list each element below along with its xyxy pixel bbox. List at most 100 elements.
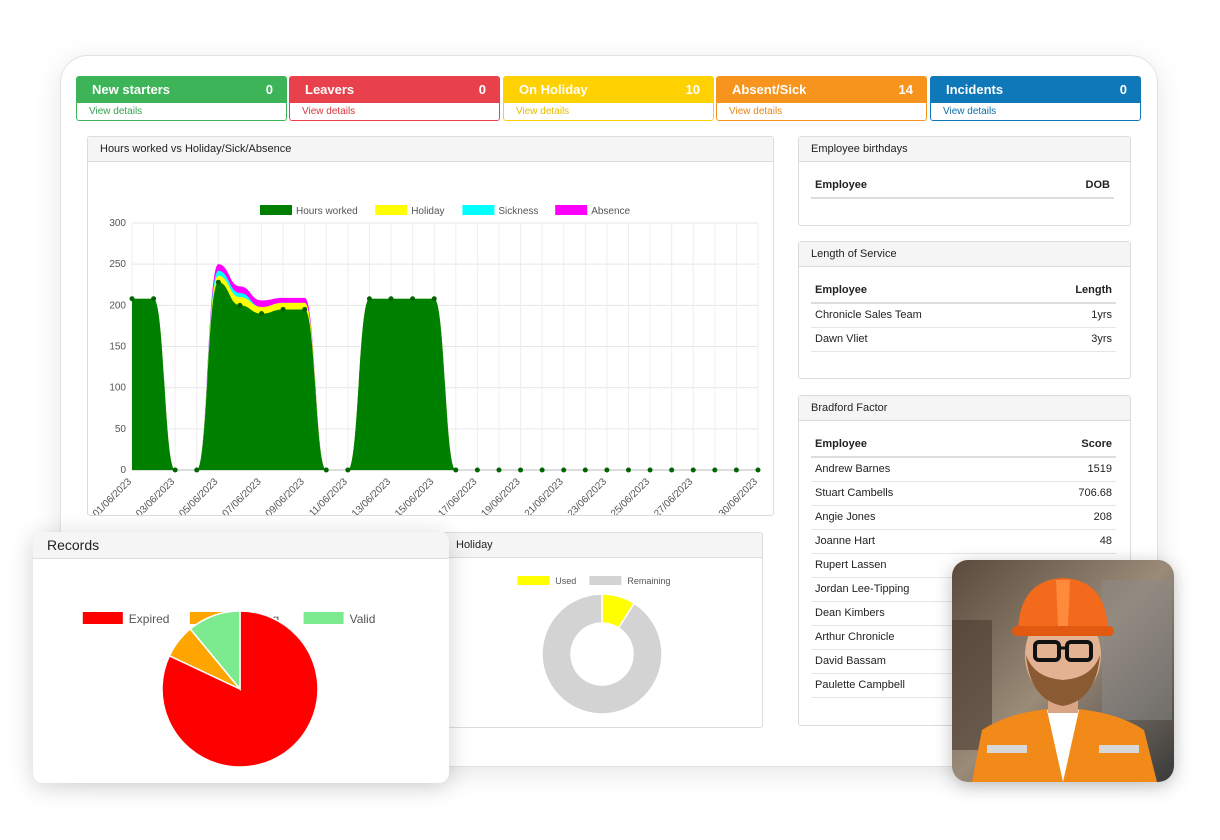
kpi-absent-sick[interactable]: Absent/Sick 14 View details [716, 76, 927, 121]
y-tick-label: 300 [109, 218, 126, 229]
service-panel: Length of Service Employee Length Chronic… [798, 241, 1131, 379]
table-row[interactable]: Angie Jones 208 [811, 505, 1116, 530]
data-point [194, 467, 200, 473]
y-tick-label: 50 [115, 424, 127, 435]
col-employee: Employee [811, 277, 1031, 304]
table-row[interactable]: Joanne Hart 48 [811, 529, 1116, 554]
x-tick-label: 19/06/2023 [479, 476, 522, 515]
col-employee: Employee [811, 431, 1028, 458]
legend-label: Hours worked [296, 206, 358, 217]
col-score: Score [1027, 431, 1116, 458]
x-tick-label: 27/06/2023 [652, 476, 695, 515]
kpi-label: Leavers [305, 82, 355, 97]
table-row[interactable]: Stuart Cambells 706.68 [811, 481, 1116, 506]
data-point [280, 306, 286, 312]
slice-valid [189, 610, 241, 692]
kpi-incidents[interactable]: Incidents 0 View details [930, 76, 1141, 121]
kpi-value: 0 [1119, 82, 1127, 97]
kpi-on-holiday[interactable]: On Holiday 10 View details [503, 76, 714, 121]
hours-chart-panel: Hours worked vs Holiday/Sick/Absence Hou… [87, 136, 774, 520]
panel-title: Holiday [444, 533, 762, 558]
data-point [431, 296, 437, 302]
kpi-new-starters[interactable]: New starters 0 View details [76, 76, 287, 121]
data-point [539, 467, 545, 473]
x-tick-label: 23/06/2023 [566, 476, 609, 515]
kpi-value: 10 [685, 82, 700, 97]
kpi-label: New starters [92, 82, 171, 97]
kpi-value: 14 [898, 82, 913, 97]
birthdays-panel: Employee birthdays Employee DOB [798, 136, 1131, 226]
row-name: Andrew Barnes [811, 457, 1028, 482]
x-tick-label: 05/06/2023 [177, 476, 220, 515]
legend-label: Expired [129, 612, 170, 626]
data-point [647, 467, 653, 473]
data-point [345, 467, 351, 473]
kpi-value: 0 [478, 82, 486, 97]
kpi-label: On Holiday [519, 82, 588, 97]
hours-chart: Hours worked Holiday Sickness Absence 0 50 100… [91, 205, 761, 520]
legend-label: Valid [350, 612, 376, 626]
data-point [474, 467, 480, 473]
row-name: Angie Jones [811, 505, 1028, 530]
table-row[interactable]: Andrew Barnes 1519 [811, 457, 1116, 482]
data-point [518, 467, 524, 473]
panel-title-text: Holiday [456, 539, 493, 551]
kpi-leavers[interactable]: Leavers 0 View details [289, 76, 500, 121]
data-point [151, 296, 157, 302]
table-row[interactable]: Chronicle Sales Team 1yrs [811, 303, 1116, 328]
data-point [669, 467, 675, 473]
data-point [561, 467, 567, 473]
data-point [172, 467, 178, 473]
table-row[interactable]: Dawn Vliet 3yrs [811, 327, 1116, 352]
x-tick-label: 30/06/2023 [717, 476, 760, 515]
x-tick-label: 13/06/2023 [350, 476, 393, 515]
holiday-chart: Used Remaining [517, 576, 670, 715]
data-point [755, 467, 761, 473]
data-point [604, 467, 610, 473]
kpi-view-details-link[interactable]: View details [289, 103, 500, 121]
kpi-view-details-link[interactable]: View details [76, 103, 287, 121]
kpi-view-details-link[interactable]: View details [716, 103, 927, 121]
row-name: Dawn Vliet [811, 327, 1031, 352]
area-hours-worked [132, 282, 758, 470]
legend-swatch [82, 612, 123, 624]
legend-label: Holiday [411, 206, 444, 217]
records-chart: ExpiredExpiringValid [82, 610, 376, 768]
data-point [733, 467, 739, 473]
x-tick-label: 17/06/2023 [436, 476, 479, 515]
legend-label: Absence [591, 206, 630, 217]
data-point [323, 467, 329, 473]
panel-title: Hours worked vs Holiday/Sick/Absence [88, 137, 773, 162]
legend-swatch [260, 205, 292, 215]
data-point [410, 296, 416, 302]
data-point [302, 306, 308, 312]
legend-label: Sickness [498, 206, 538, 217]
data-point [215, 279, 221, 285]
holiday-panel: Holiday Used Remaining [443, 532, 763, 728]
legend-swatch [517, 576, 550, 585]
legend-label: Used [555, 576, 576, 586]
data-point [366, 296, 372, 302]
kpi-view-details-link[interactable]: View details [503, 103, 714, 121]
birthdays-table: Employee DOB [811, 172, 1114, 199]
x-tick-label: 03/06/2023 [134, 476, 177, 515]
legend-swatch [375, 205, 408, 215]
data-point [388, 296, 394, 302]
col-length: Length [1030, 277, 1116, 304]
slice-remaining [541, 593, 663, 715]
panel-title: Length of Service [799, 242, 1130, 267]
row-name: Chronicle Sales Team [811, 303, 1031, 328]
legend-swatch [555, 205, 588, 215]
y-tick-label: 150 [109, 342, 126, 353]
row-name: Joanne Hart [811, 529, 1028, 554]
row-value: 706.68 [1027, 481, 1116, 506]
y-tick-label: 250 [109, 259, 126, 270]
worker-illustration [952, 560, 1174, 782]
row-value: 1yrs [1030, 303, 1116, 328]
kpi-view-details-link[interactable]: View details [930, 103, 1141, 121]
row-value: 48 [1027, 529, 1116, 554]
panel-title: Employee birthdays [799, 137, 1130, 162]
x-tick-label: 11/06/2023 [307, 476, 350, 515]
data-point [582, 467, 588, 473]
